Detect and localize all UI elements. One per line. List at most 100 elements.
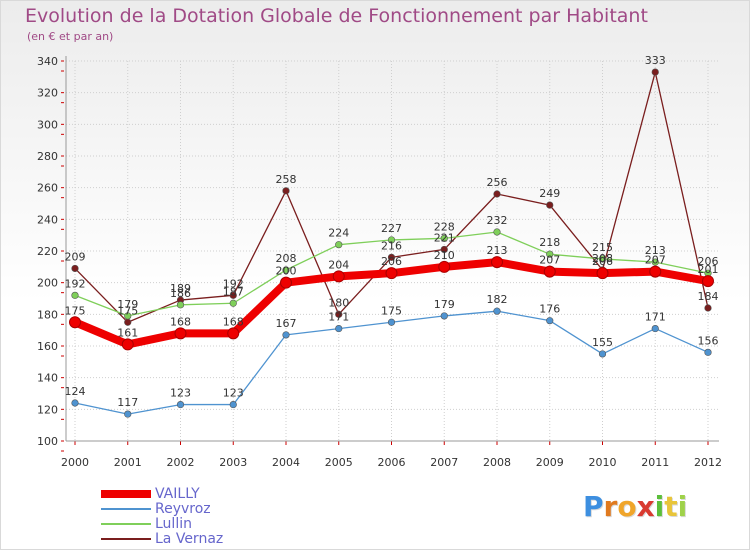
- data-label-reyvroz: 124: [65, 385, 86, 398]
- data-label-lullin: 186: [170, 287, 191, 300]
- point-lullin: [493, 228, 501, 236]
- legend-swatch: [101, 489, 151, 498]
- point-vailly: [385, 267, 398, 280]
- x-tick-label: 2010: [589, 456, 617, 469]
- logo-letter: x: [636, 490, 655, 523]
- data-label-lullin: 228: [434, 220, 455, 233]
- point-reyvroz: [124, 410, 132, 418]
- legend: VAILLY Reyvroz Lullin La Vernaz: [101, 485, 224, 547]
- x-tick-label: 2000: [61, 456, 89, 469]
- point-reyvroz: [651, 324, 659, 333]
- point-lullin: [335, 241, 343, 249]
- data-label-reyvroz: 171: [328, 311, 349, 324]
- point-reyvroz: [598, 350, 607, 358]
- point-vailly: [174, 327, 187, 340]
- point-lullin: [124, 312, 132, 320]
- data-label-lullin: 206: [698, 255, 719, 268]
- x-tick-label: 2008: [483, 456, 511, 469]
- data-label-la-vernaz: 209: [65, 250, 86, 263]
- point-lullin: [387, 236, 396, 244]
- y-tick-label: 220: [37, 245, 58, 258]
- data-label-la-vernaz: 175: [117, 304, 138, 317]
- data-label-la-vernaz: 256: [487, 176, 508, 189]
- point-reyvroz: [704, 348, 712, 356]
- point-reyvroz: [493, 307, 501, 315]
- legend-item: La Vernaz: [101, 530, 224, 547]
- data-label-la-vernaz: 216: [381, 239, 402, 252]
- data-label-vailly: 206: [381, 255, 402, 268]
- y-tick-label: 200: [37, 277, 58, 290]
- point-la-vernaz: [493, 190, 501, 198]
- point-vailly: [543, 265, 556, 278]
- point-reyvroz: [229, 400, 237, 409]
- logo-letter: P: [583, 490, 604, 523]
- legend-label: Lullin: [155, 515, 192, 532]
- data-label-lullin: 192: [65, 277, 86, 290]
- data-label-la-vernaz: 249: [539, 187, 560, 200]
- data-label-reyvroz: 171: [645, 311, 666, 324]
- data-label-reyvroz: 156: [698, 334, 719, 347]
- point-lullin: [282, 266, 290, 274]
- axes: 100 120 140 160 180 200 220 240 260 280 300 320 340 2…: [37, 55, 722, 469]
- legend-item: Reyvroz: [101, 500, 223, 517]
- data-label-la-vernaz: 189: [170, 282, 191, 295]
- proxiti-logo: Proxiti: [583, 490, 687, 523]
- data-label-vailly: 207: [645, 254, 666, 267]
- data-label-la-vernaz: 180: [328, 296, 349, 309]
- data-label-lullin: 215: [592, 241, 613, 254]
- point-reyvroz: [282, 331, 290, 339]
- legend-swatch: [101, 507, 151, 510]
- point-lullin: [546, 250, 554, 258]
- point-vailly: [491, 256, 503, 269]
- y-tick-label: 300: [37, 118, 58, 131]
- point-la-vernaz: [440, 245, 448, 254]
- x-tick-label: 2003: [219, 456, 247, 469]
- point-lullin: [71, 291, 79, 299]
- data-label-la-vernaz: 208: [592, 252, 613, 265]
- data-label-la-vernaz: 258: [276, 173, 297, 186]
- series-group: [69, 68, 714, 418]
- x-tick-label: 2011: [641, 456, 669, 469]
- legend-swatch: [101, 522, 151, 525]
- y-tick-label: 180: [37, 308, 58, 321]
- point-la-vernaz: [282, 187, 290, 195]
- point-reyvroz: [440, 312, 448, 320]
- legend-label: VAILLY: [155, 485, 200, 502]
- point-reyvroz: [176, 400, 185, 409]
- point-vailly: [332, 270, 345, 283]
- data-label-reyvroz: 117: [117, 396, 138, 409]
- y-tick-label: 320: [37, 87, 58, 100]
- data-label-la-vernaz: 184: [698, 290, 719, 303]
- legend-item: Lullin: [101, 515, 223, 532]
- point-reyvroz: [335, 324, 343, 333]
- data-label-vailly: 168: [170, 315, 191, 328]
- point-lullin: [176, 301, 185, 309]
- y-tick-label: 340: [37, 55, 58, 68]
- data-label-lullin: 224: [328, 227, 349, 240]
- point-lullin: [598, 255, 607, 263]
- data-label-vailly: 207: [539, 254, 560, 267]
- data-label-vailly: 204: [328, 258, 349, 271]
- data-label-vailly: 201: [698, 263, 719, 276]
- data-label-vailly: 175: [65, 304, 86, 317]
- data-label-reyvroz: 182: [487, 293, 508, 306]
- x-tick-label: 2009: [536, 456, 564, 469]
- point-vailly: [121, 338, 134, 351]
- y-tick-label: 160: [37, 340, 58, 353]
- data-label-lullin: 187: [223, 285, 244, 298]
- x-tick-label: 2001: [114, 456, 142, 469]
- chart-subtitle: (en € et par an): [27, 30, 114, 43]
- point-labels: 209 175 189 192 258 180 216 221 256 249 208 333 184 1…: [65, 54, 719, 409]
- data-label-reyvroz: 155: [592, 336, 613, 349]
- point-vailly: [649, 265, 662, 278]
- point-la-vernaz: [124, 318, 132, 326]
- data-label-reyvroz: 176: [539, 303, 560, 316]
- legend-label: Reyvroz: [155, 500, 211, 517]
- logo-letter: t: [664, 490, 678, 523]
- point-la-vernaz: [335, 310, 343, 318]
- data-label-lullin: 232: [487, 214, 508, 227]
- legend-label: La Vernaz: [155, 530, 224, 547]
- x-tick-label: 2012: [694, 456, 722, 469]
- point-vailly: [227, 327, 240, 340]
